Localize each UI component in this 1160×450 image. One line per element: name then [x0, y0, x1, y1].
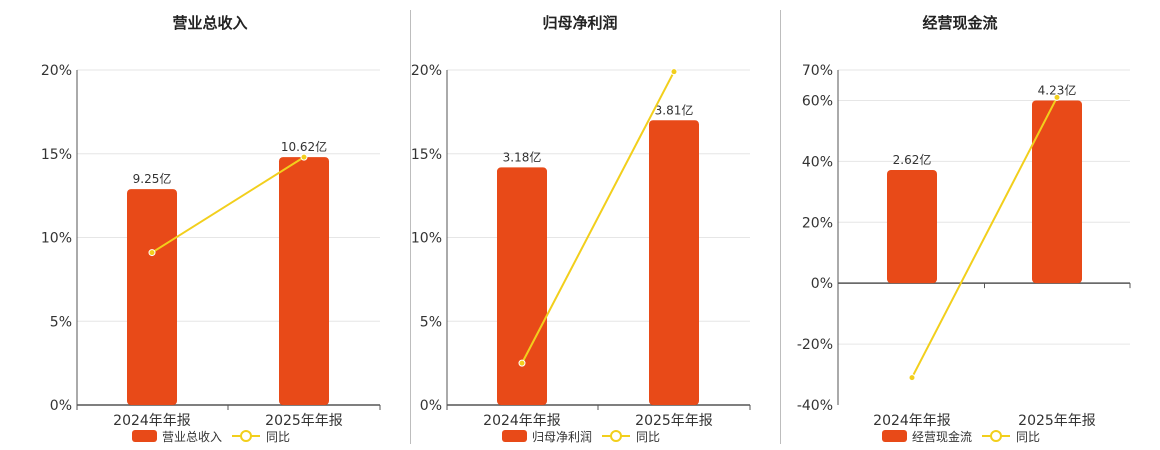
- legend-line-marker: [990, 430, 1002, 442]
- legend-line-marker: [240, 430, 252, 442]
- x-tick-label: 2025年年报: [1018, 413, 1096, 429]
- bar-data-label: 4.23亿: [1038, 82, 1077, 97]
- y-tick-label: 20%: [802, 215, 833, 231]
- y-tick-label: 10%: [41, 231, 72, 247]
- legend-bar-swatch: [132, 430, 157, 442]
- yoy-line: [521, 71, 675, 364]
- panel-divider-1: [410, 10, 411, 444]
- bar-2: [649, 120, 699, 405]
- yoy-point: [518, 359, 526, 367]
- bar-data-label: 10.62亿: [281, 139, 327, 154]
- bar-1: [887, 170, 937, 284]
- yoy-point: [908, 374, 916, 382]
- x-tick-label: 2025年年报: [265, 413, 343, 429]
- yoy-point: [148, 249, 156, 257]
- legend-line-label: 同比: [636, 430, 660, 444]
- yoy-point: [300, 153, 308, 161]
- y-tick-label: 5%: [420, 314, 442, 330]
- legend-bar-label: 经营现金流: [912, 429, 972, 444]
- yoy-point: [670, 68, 678, 76]
- y-tick-label: 20%: [41, 63, 72, 79]
- bar-1: [127, 189, 177, 405]
- chart-title-3: 经营现金流: [922, 14, 997, 32]
- legend-bar-label: 归母净利润: [532, 430, 592, 444]
- chart-title-2: 归母净利润: [542, 14, 617, 32]
- y-tick-label: 15%: [411, 147, 442, 163]
- y-tick-label: 20%: [411, 63, 442, 79]
- bar-2: [279, 157, 329, 405]
- y-tick-label: 40%: [802, 154, 833, 170]
- x-tick-label: 2024年年报: [873, 413, 951, 429]
- legend-line-label: 同比: [1016, 430, 1040, 444]
- bar-2: [1032, 100, 1082, 284]
- y-tick-label: 0%: [420, 398, 442, 414]
- legend-line-label: 同比: [266, 430, 290, 444]
- bar-data-label: 2.62亿: [893, 152, 932, 167]
- y-tick-label: 0%: [811, 276, 833, 292]
- y-tick-label: 70%: [802, 63, 833, 79]
- legend-bar-swatch: [502, 430, 527, 442]
- chart-title-1: 营业总收入: [172, 14, 247, 32]
- yoy-line: [151, 156, 305, 254]
- bar-data-label: 9.25亿: [133, 171, 172, 186]
- panel-divider-2: [780, 10, 781, 444]
- y-tick-label: 15%: [41, 147, 72, 163]
- yoy-line: [911, 96, 1058, 379]
- y-tick-label: 10%: [411, 231, 442, 247]
- bar-data-label: 3.18亿: [503, 149, 542, 164]
- yoy-point: [1053, 93, 1061, 101]
- y-tick-label: 60%: [802, 93, 833, 109]
- bar-1: [497, 167, 547, 405]
- y-tick-label: -20%: [797, 337, 833, 353]
- x-tick-label: 2024年年报: [483, 413, 561, 429]
- bar-data-label: 3.81亿: [655, 102, 694, 117]
- legend-line-marker: [610, 430, 622, 442]
- y-tick-label: -40%: [797, 398, 833, 414]
- y-tick-label: 0%: [50, 398, 72, 414]
- y-tick-label: 5%: [50, 314, 72, 330]
- x-tick-label: 2025年年报: [635, 413, 713, 429]
- x-tick-label: 2024年年报: [113, 413, 191, 429]
- legend-bar-swatch: [882, 430, 907, 442]
- legend-bar-label: 营业总收入: [162, 430, 222, 444]
